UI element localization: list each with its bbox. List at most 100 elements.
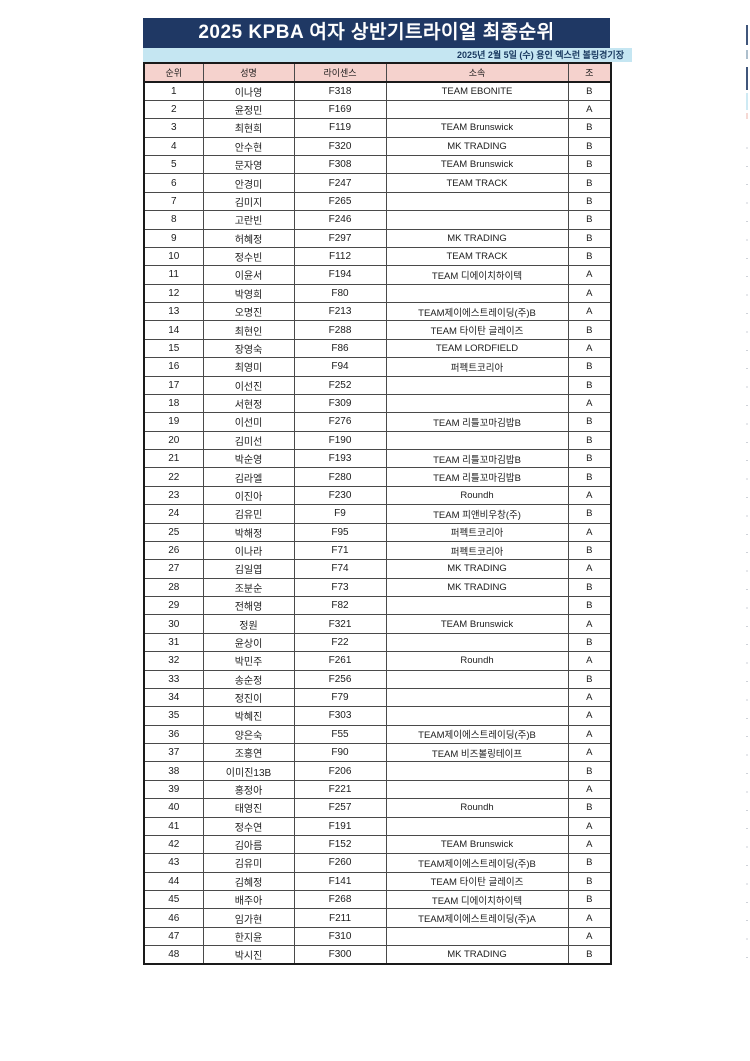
cell-name: 김유민 (202, 504, 295, 524)
cell-group: A (567, 99, 612, 120)
cell-team: TEAM제이에스트레이딩(주)B (385, 853, 569, 873)
cell-license: F119 (293, 118, 387, 138)
cell-group: A (567, 687, 612, 708)
cell-rank: 30 (143, 614, 204, 634)
cell-team (385, 191, 569, 212)
table-row: 11 이윤서 F194 TEAM 디에이치하이텍 A (143, 265, 612, 285)
cell-name: 윤상이 (202, 632, 295, 653)
cell-license: F206 (293, 761, 387, 781)
cell-rank: 33 (143, 669, 204, 689)
table-row: 27 김일엽 F74 MK TRADING A (143, 559, 612, 579)
header-row: 순위 성명 라이센스 소속 조 (143, 62, 612, 83)
table-row: 17 이선진 F252 B (143, 375, 612, 395)
cell-group: B (567, 320, 612, 340)
cell-license: F112 (293, 246, 387, 267)
cell-license: F22 (293, 632, 387, 653)
cell-license: F95 (293, 522, 387, 542)
cell-license: F80 (293, 283, 387, 304)
cell-team: TEAM 타이탄 글레이즈 (385, 320, 569, 340)
cell-name: 정수연 (202, 816, 295, 836)
cell-team: TEAM Brunswick (385, 614, 569, 634)
cell-group: B (567, 191, 612, 212)
cell-rank: 25 (143, 522, 204, 542)
cell-team: TEAM EBONITE (385, 81, 569, 101)
cell-rank: 48 (143, 945, 204, 965)
cell-name: 최영미 (202, 357, 295, 377)
cell-team: TEAM 디에이치하이텍 (385, 889, 569, 910)
cell-group: B (567, 375, 612, 395)
cell-group: B (567, 540, 612, 561)
table-row: 45 배주아 F268 TEAM 디에이치하이텍 B (143, 889, 612, 910)
cell-license: F79 (293, 687, 387, 708)
cell-rank: 4 (143, 136, 204, 157)
cell-license: F211 (293, 908, 387, 928)
cell-rank: 3 (143, 118, 204, 138)
cell-group: B (567, 136, 612, 157)
cell-name: 이선미 (202, 412, 295, 432)
cell-rank: 2 (143, 99, 204, 120)
cell-group: B (567, 412, 612, 432)
cell-group: B (567, 448, 612, 469)
cell-license: F288 (293, 320, 387, 340)
cell-team (385, 99, 569, 120)
cell-rank: 6 (143, 173, 204, 193)
table-row: 8 고란빈 F246 B (143, 210, 612, 230)
cell-team: MK TRADING (385, 228, 569, 248)
cell-name: 태영진 (202, 798, 295, 818)
cell-team: TEAM LORDFIELD (385, 338, 569, 359)
cell-rank: 27 (143, 559, 204, 579)
cell-license: F213 (293, 301, 387, 322)
cell-group: B (567, 173, 612, 193)
cell-group: A (567, 706, 612, 726)
cell-license: F276 (293, 412, 387, 432)
cell-group: B (567, 357, 612, 377)
table-row: 47 한지윤 F310 A (143, 926, 612, 947)
cell-license: F221 (293, 779, 387, 800)
cell-rank: 35 (143, 706, 204, 726)
table-row: 25 박해정 F95 퍼펙트코리아 A (143, 522, 612, 542)
cell-name: 안경미 (202, 173, 295, 193)
cell-team: TEAM 리틀꼬마김밥B (385, 467, 569, 487)
cell-team: MK TRADING (385, 945, 569, 965)
page-edge-artifact (746, 67, 748, 90)
table-row: 18 서현정 F309 A (143, 393, 612, 414)
cell-team: TEAM 디에이치하이텍 (385, 265, 569, 285)
cell-rank: 10 (143, 246, 204, 267)
cell-license: F300 (293, 945, 387, 965)
cell-rank: 24 (143, 504, 204, 524)
table-row: 16 최영미 F94 퍼펙트코리아 B (143, 357, 612, 377)
cell-team (385, 210, 569, 230)
cell-name: 김일엽 (202, 559, 295, 579)
cell-group: A (567, 522, 612, 542)
cell-name: 조홍연 (202, 742, 295, 763)
cell-license: F152 (293, 834, 387, 855)
cell-license: F90 (293, 742, 387, 763)
cell-rank: 26 (143, 540, 204, 561)
column-header-team: 소속 (385, 62, 569, 83)
cell-license: F94 (293, 357, 387, 377)
cell-name: 송순정 (202, 669, 295, 689)
page-edge-artifact (746, 25, 748, 45)
cell-license: F280 (293, 467, 387, 487)
cell-license: F230 (293, 485, 387, 506)
cell-license: F265 (293, 191, 387, 212)
cell-name: 임가현 (202, 908, 295, 928)
cell-license: F320 (293, 136, 387, 157)
table-row: 32 박민주 F261 Roundh A (143, 651, 612, 671)
cell-name: 이진아 (202, 485, 295, 506)
cell-rank: 42 (143, 834, 204, 855)
cell-name: 배주아 (202, 889, 295, 910)
column-header-license: 라이센스 (293, 62, 387, 83)
cell-group: B (567, 228, 612, 248)
cell-group: A (567, 338, 612, 359)
cell-rank: 34 (143, 687, 204, 708)
table-row: 48 박시진 F300 MK TRADING B (143, 945, 612, 965)
cell-rank: 47 (143, 926, 204, 947)
cell-group: A (567, 724, 612, 745)
cell-rank: 43 (143, 853, 204, 873)
cell-group: B (567, 504, 612, 524)
cell-group: B (567, 81, 612, 101)
cell-name: 이윤서 (202, 265, 295, 285)
cell-group: B (567, 889, 612, 910)
cell-team: TEAM Brunswick (385, 154, 569, 175)
